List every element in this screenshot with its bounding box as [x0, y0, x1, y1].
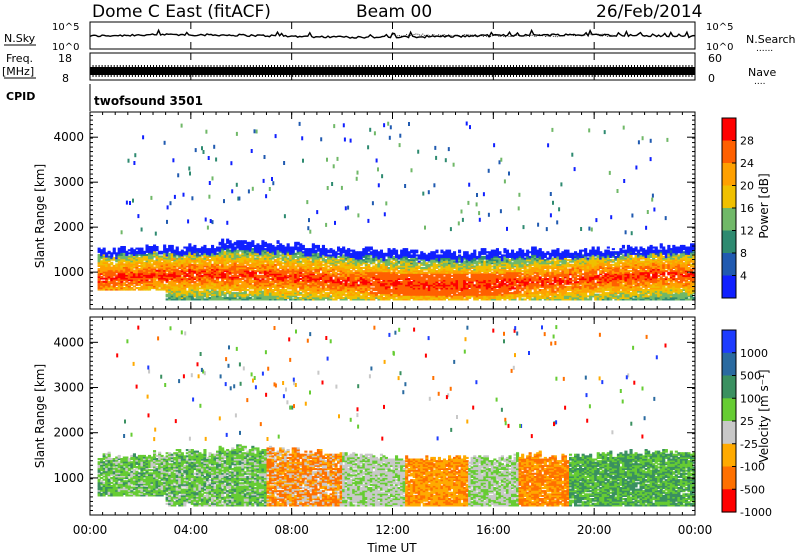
heatmap-cell: [483, 248, 486, 250]
cpid-label: CPID: [6, 90, 35, 103]
heatmap-cell: [113, 248, 116, 250]
noise-right-tick-top: 10^5: [706, 22, 733, 33]
beam-title: Beam 00: [356, 2, 432, 22]
station-title: Dome C East (fitACF): [92, 2, 271, 22]
heatmap-cell: [203, 245, 206, 247]
date-title: 26/Feb/2014: [596, 2, 702, 22]
heatmap-cell: [395, 250, 398, 252]
heatmap-cell: [458, 250, 461, 252]
heatmap-cell: [221, 239, 224, 241]
heatmap-cell: [342, 247, 345, 249]
freq-left-label: Freq.: [6, 52, 33, 65]
heatmap-cell: [448, 250, 451, 252]
heatmap-cell: [496, 248, 499, 250]
power-heatmap: [98, 122, 696, 301]
heatmap-cell: [110, 262, 113, 264]
heatmap-cell: [380, 250, 383, 252]
heatmap-cell: [287, 243, 290, 245]
noise-right-label-dots: ......: [756, 44, 773, 54]
heatmap-cell: [211, 245, 214, 247]
heatmap-cell: [171, 245, 174, 247]
heatmap-cell: [302, 245, 305, 247]
heatmap-cell: [473, 250, 476, 252]
heatmap-cell: [370, 247, 373, 249]
heatmap-cell: [140, 248, 143, 250]
heatmap-cell: [103, 248, 106, 250]
heatmap-cell: [193, 245, 196, 247]
heatmap-cell: [317, 245, 320, 247]
heatmap-cell: [466, 251, 469, 253]
heatmap-cell: [123, 246, 126, 248]
heatmap-cell: [229, 240, 232, 242]
heatmap-cell: [453, 251, 456, 253]
heatmap-cell: [498, 251, 501, 253]
heatmap-cell: [322, 245, 325, 247]
heatmap-cell: [156, 246, 159, 248]
heatmap-cell: [176, 247, 179, 249]
cpid-value: twofsound 3501: [94, 94, 203, 108]
freq-left-unit: [MHz]: [2, 65, 34, 78]
freq-left-tick-top: 18: [58, 52, 72, 65]
heatmap-cell: [415, 250, 418, 252]
heatmap-cell: [405, 248, 408, 250]
heatmap-cell: [435, 250, 438, 252]
heatmap-cell: [188, 243, 191, 245]
noise-left-label: N.Sky: [4, 32, 36, 45]
heatmap-cell: [251, 240, 254, 242]
heatmap-cell: [163, 245, 166, 247]
noise-left-tick-top: 10^5: [52, 22, 79, 33]
nave-right-label-dots: ....: [754, 77, 765, 87]
freq-right-tick-top: 60: [708, 52, 722, 65]
freq-left-tick-bottom: 8: [62, 72, 69, 85]
heatmap-cell: [277, 240, 280, 242]
freq-right-tick-bottom: 0: [708, 72, 715, 85]
